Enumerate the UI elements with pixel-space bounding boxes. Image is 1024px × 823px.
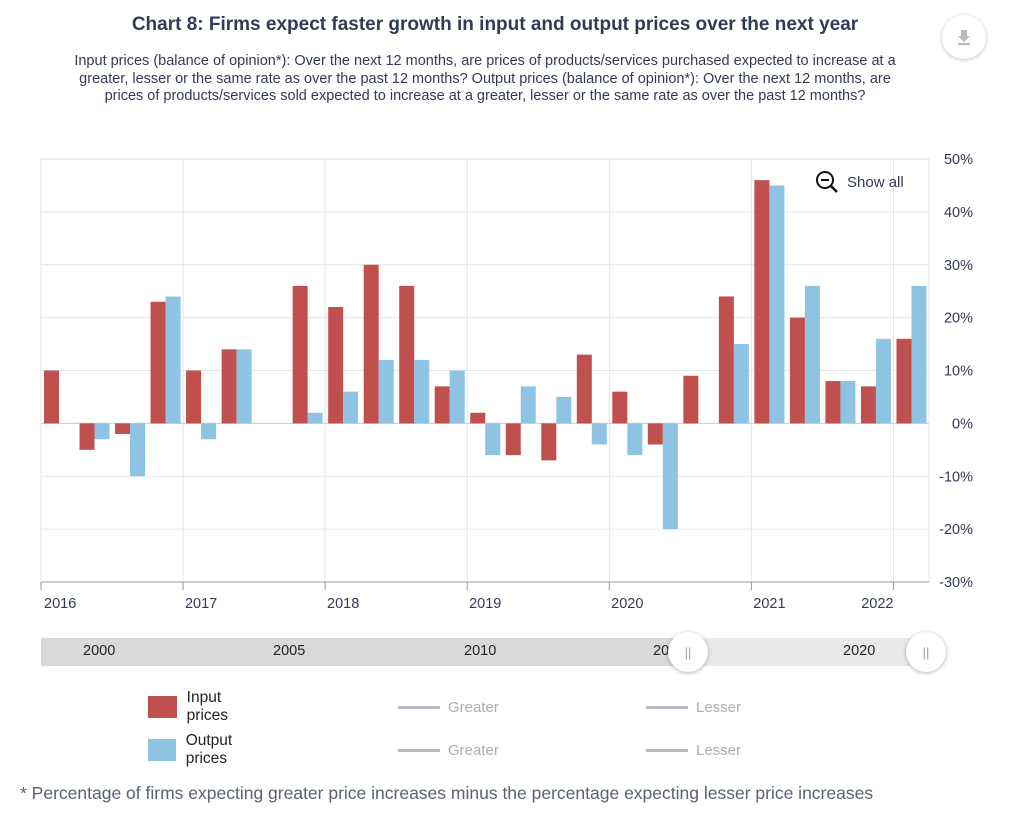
bar-input-prices (541, 423, 557, 461)
bar-output-prices (414, 359, 430, 424)
footnote: * Percentage of firms expecting greater … (20, 783, 874, 803)
bar-output-prices (485, 423, 501, 456)
bar-input-prices (292, 285, 308, 424)
bar-input-prices (221, 349, 237, 424)
bar-input-prices (860, 386, 876, 424)
x-tick-label: 2022 (861, 596, 893, 612)
navigator-label: 2020 (843, 643, 876, 659)
bar-output-prices (343, 391, 359, 424)
bar-output-prices (769, 185, 785, 424)
bar-input-prices (186, 370, 202, 424)
download-button[interactable] (942, 15, 986, 59)
x-tick-label: 2019 (469, 596, 501, 612)
bar-output-prices (804, 285, 820, 424)
bar-input-prices (683, 375, 699, 424)
bar-input-prices (647, 423, 663, 445)
legend-line (646, 705, 688, 709)
bar-input-prices (825, 381, 841, 424)
chart-subtitle: Input prices (balance of opinion*): Over… (74, 53, 896, 104)
y-tick-label: -10% (939, 469, 973, 485)
legend-label: Lesser (696, 741, 742, 759)
bar-output-prices (236, 349, 252, 424)
x-tick-label: 2016 (44, 596, 76, 612)
download-icon (958, 30, 970, 45)
bar-input-prices (576, 354, 592, 424)
bar-input-prices (434, 386, 450, 424)
legend-line (398, 748, 440, 752)
bar-output-prices (165, 296, 181, 424)
navigator-label: 2005 (273, 643, 306, 659)
y-tick-label: -20% (939, 522, 973, 538)
legend-item-input-greater[interactable]: Greater (398, 699, 499, 716)
legend-item-input-lesser[interactable]: Lesser (646, 699, 741, 716)
bar-input-prices (399, 285, 415, 424)
bar-output-prices (911, 285, 927, 424)
legend-swatch (148, 739, 176, 761)
bar-output-prices (307, 412, 323, 424)
navigator-left-handle[interactable]: || (668, 632, 708, 672)
legend-label: Lesser (696, 698, 742, 716)
bar-output-prices (520, 386, 536, 424)
bar-input-prices (328, 307, 344, 424)
bar-input-prices (789, 317, 805, 424)
y-tick-label: 20% (944, 311, 973, 327)
navigator-label: 2010 (464, 643, 497, 659)
legend-item-output-lesser[interactable]: Lesser (646, 742, 741, 759)
bar-output-prices (662, 423, 678, 530)
bar-input-prices (150, 301, 166, 424)
navigator-selection[interactable] (41, 638, 688, 666)
bar-input-prices (718, 296, 734, 424)
show-all-label: Show all (847, 173, 904, 191)
bar-output-prices (130, 423, 146, 477)
bar-input-prices (505, 423, 521, 456)
navigator[interactable]: 2000 2005 2010 20 2020 (41, 638, 929, 666)
bar-input-prices (896, 338, 912, 424)
bar-input-prices (470, 412, 486, 424)
bar-output-prices (378, 359, 394, 424)
y-tick-label: -30% (939, 575, 973, 591)
legend-item-output-greater[interactable]: Greater (398, 742, 499, 759)
bar-output-prices (556, 396, 572, 424)
y-tick-label: 40% (944, 205, 973, 221)
navigator-label: 2000 (83, 643, 116, 659)
legend-swatch (148, 696, 177, 718)
y-tick-label: 30% (944, 258, 973, 274)
bar-output-prices (840, 381, 856, 424)
legend-line (646, 748, 688, 752)
bar-input-prices (754, 180, 770, 424)
bar-output-prices (201, 423, 217, 440)
show-all-button[interactable]: Show all (815, 170, 904, 194)
legend-item-output-prices[interactable]: Output prices (148, 732, 247, 768)
legend-label: Greater (448, 698, 499, 716)
bar-output-prices (627, 423, 643, 456)
legend-item-input-prices[interactable]: Input prices (148, 689, 241, 725)
legend-label: Output prices (185, 732, 233, 767)
legend-label: Greater (448, 741, 499, 759)
x-tick-label: 2017 (185, 596, 217, 612)
legend-line (398, 705, 440, 709)
bar-input-prices (115, 423, 131, 434)
x-tick-label: 2021 (753, 596, 785, 612)
x-tick-label: 2020 (611, 596, 643, 612)
bar-output-prices (94, 423, 110, 440)
bar-output-prices (875, 338, 891, 424)
bar-output-prices (591, 423, 607, 445)
x-tick-label: 2018 (327, 596, 359, 612)
bar-input-prices (44, 370, 59, 424)
legend-label: Input prices (186, 689, 229, 724)
bar-input-prices (363, 264, 379, 424)
zoom-out-icon (816, 171, 838, 193)
navigator-label: 20 (653, 643, 670, 659)
chart-title: Chart 8: Firms expect faster growth in i… (131, 14, 859, 35)
navigator-right-handle[interactable]: || (906, 632, 946, 672)
y-tick-label: 0% (952, 416, 973, 432)
bar-input-prices (79, 423, 95, 450)
bar-input-prices (612, 391, 628, 424)
y-tick-label: 50% (944, 152, 973, 168)
y-tick-label: 10% (944, 364, 973, 380)
chart-plot-area: 50% 40% 30% 20% 10% 0% -10% -20% -30% 2016 2017 201… (40, 152, 973, 612)
bar-output-prices (733, 344, 749, 424)
bar-output-prices (449, 370, 465, 424)
